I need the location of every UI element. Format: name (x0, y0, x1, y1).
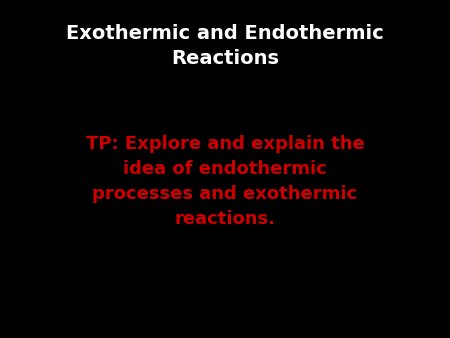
Text: TP: Explore and explain the
idea of endothermic
processes and exothermic
reactio: TP: Explore and explain the idea of endo… (86, 135, 365, 228)
Text: Exothermic and Endothermic
Reactions: Exothermic and Endothermic Reactions (66, 24, 384, 68)
